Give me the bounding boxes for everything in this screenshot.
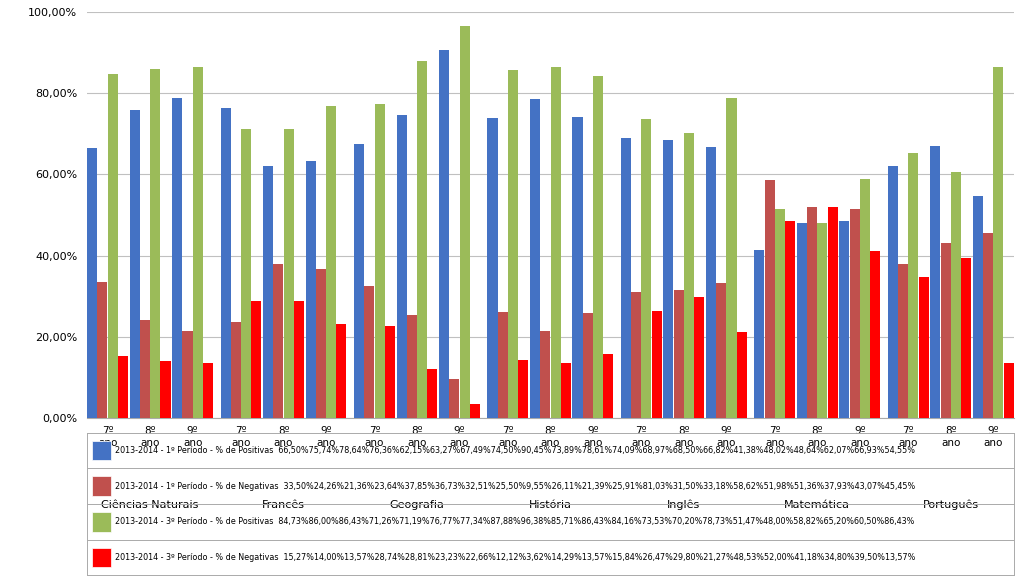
Bar — [140, 320, 150, 418]
Bar — [327, 106, 336, 418]
Bar — [518, 360, 528, 418]
Bar — [305, 161, 315, 418]
Bar — [870, 251, 881, 418]
Bar — [161, 361, 171, 418]
Bar — [315, 269, 326, 418]
Bar — [193, 67, 203, 418]
Bar — [182, 331, 193, 418]
Bar — [385, 326, 395, 418]
Bar — [973, 196, 983, 418]
Bar — [294, 301, 304, 418]
Text: História: História — [529, 500, 571, 510]
Bar — [396, 115, 407, 418]
Bar — [439, 51, 450, 418]
Bar — [118, 356, 128, 418]
Bar — [694, 297, 705, 418]
Bar — [498, 312, 508, 418]
Bar — [273, 264, 284, 418]
Bar — [375, 104, 385, 418]
Bar — [603, 354, 613, 418]
Bar — [726, 98, 736, 418]
Bar — [807, 207, 817, 418]
Bar — [716, 284, 726, 418]
Text: Francês: Francês — [262, 500, 305, 510]
Bar — [850, 209, 860, 418]
Bar — [541, 331, 550, 418]
Bar — [407, 314, 417, 418]
Bar — [251, 302, 261, 418]
Bar — [817, 223, 827, 418]
Bar — [993, 67, 1004, 418]
Bar — [450, 379, 460, 418]
Bar — [203, 363, 213, 418]
Bar — [108, 74, 118, 418]
Bar — [941, 243, 950, 418]
Bar — [930, 146, 940, 418]
Bar — [354, 144, 365, 418]
Bar — [365, 286, 375, 418]
Text: Ciências Naturais: Ciências Naturais — [101, 500, 199, 510]
Bar — [641, 119, 651, 418]
Bar — [593, 76, 603, 418]
Bar — [151, 69, 160, 418]
Bar — [241, 128, 251, 418]
Bar — [583, 313, 593, 418]
Bar — [651, 311, 662, 418]
Bar — [706, 146, 716, 418]
Text: 2013-2014 - 3º Período - % de Positivas  84,73%86,00%86,43%71,26%71,19%76,77%77,: 2013-2014 - 3º Período - % de Positivas … — [115, 517, 914, 526]
Bar — [284, 129, 294, 418]
Bar — [797, 223, 807, 418]
Bar — [962, 258, 971, 418]
Bar — [621, 138, 631, 418]
Text: Português: Português — [923, 500, 979, 510]
Bar — [674, 290, 684, 418]
Bar — [337, 324, 346, 418]
Bar — [765, 180, 774, 418]
Bar — [220, 107, 230, 418]
Bar — [785, 221, 796, 418]
Bar — [572, 117, 583, 418]
Bar — [97, 282, 108, 418]
Bar — [631, 292, 641, 418]
Bar — [951, 172, 961, 418]
Text: 2013-2014 - 1º Período - % de Negativas  33,50%24,26%21,36%23,64%37,85%36,73%32,: 2013-2014 - 1º Período - % de Negativas … — [115, 482, 914, 491]
Bar — [551, 67, 560, 418]
Bar — [470, 404, 480, 418]
Bar — [487, 118, 498, 418]
Bar — [775, 209, 785, 418]
Text: Inglês: Inglês — [668, 500, 700, 510]
Bar — [530, 99, 540, 418]
Bar — [755, 250, 764, 418]
Bar — [898, 264, 908, 418]
Bar — [888, 166, 898, 418]
Bar — [87, 148, 97, 418]
Bar — [919, 277, 929, 418]
Bar — [427, 369, 437, 418]
Bar — [460, 26, 470, 418]
Bar — [983, 234, 993, 418]
Text: 2013-2014 - 1º Período - % de Positivas  66,50%75,74%78,64%76,36%62,15%63,27%67,: 2013-2014 - 1º Período - % de Positivas … — [115, 446, 914, 455]
Bar — [561, 363, 570, 418]
Bar — [684, 133, 694, 418]
Bar — [908, 153, 919, 418]
Bar — [840, 221, 850, 418]
Bar — [860, 179, 870, 418]
Bar — [736, 332, 746, 418]
Bar — [230, 322, 241, 418]
Text: 2013-2014 - 3º Período - % de Negativas  15,27%14,00%13,57%28,74%28,81%23,23%22,: 2013-2014 - 3º Período - % de Negativas … — [115, 553, 915, 562]
Text: Matemática: Matemática — [784, 500, 850, 510]
Text: Geografia: Geografia — [389, 500, 444, 510]
Bar — [827, 207, 838, 418]
Bar — [172, 99, 182, 418]
Bar — [1004, 363, 1014, 418]
Bar — [417, 61, 427, 418]
Bar — [664, 139, 674, 418]
Bar — [508, 70, 518, 418]
Bar — [130, 110, 139, 418]
Bar — [263, 166, 273, 418]
